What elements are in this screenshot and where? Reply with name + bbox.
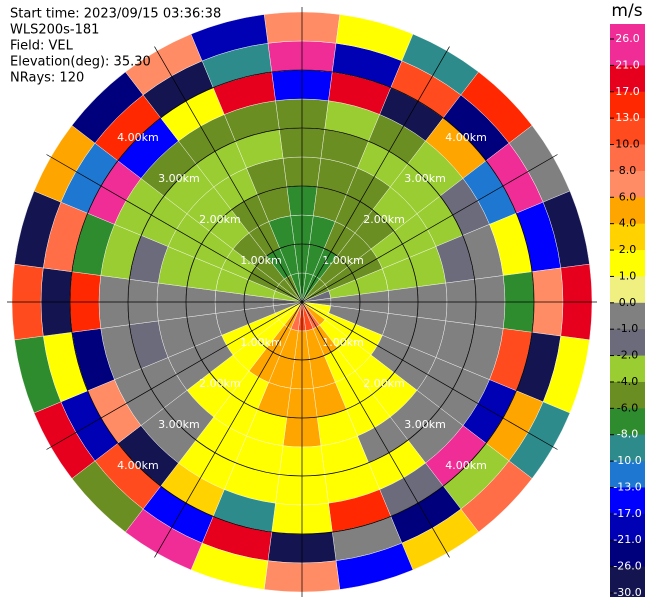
range-ring-label: 1.00km [322, 254, 364, 267]
radial-line [301, 301, 558, 450]
colorbar-label: 21.0 [615, 58, 640, 71]
colorbar-label: -21.0 [613, 533, 641, 546]
colorbar-segment [610, 197, 645, 225]
radial-line [154, 46, 303, 303]
ppi-field [11, 11, 593, 593]
colorbar-cap [610, 593, 645, 597]
colorbar-segment [610, 118, 645, 146]
colorbar-label: 1.0 [619, 269, 637, 282]
range-ring-label: 4.00km [445, 131, 487, 144]
colorbar-label: -13.0 [613, 480, 641, 493]
colorbar-segment [610, 302, 645, 330]
colorbar-segment [610, 65, 645, 93]
colorbar-label: 4.0 [619, 217, 637, 230]
range-ring-label: 2.00km [199, 377, 241, 390]
colorbar: 26.0 21.0 17.0 13.0 10.0 8.0 6.0 4.0 2.0 1.0 0.0 -1… [610, 24, 645, 599]
radial-line [301, 46, 450, 303]
colorbar-segment [610, 170, 645, 198]
colorbar-label: 13.0 [615, 111, 640, 124]
colorbar-label: -10.0 [613, 454, 641, 467]
range-ring-label: 3.00km [158, 172, 200, 185]
colorbar-unit: m/s [611, 1, 642, 21]
colorbar-segment [610, 566, 645, 594]
velocity-cell [190, 14, 269, 62]
colorbar-segment [610, 276, 645, 304]
colorbar-segment [610, 329, 645, 357]
colorbar-segment [610, 144, 645, 172]
range-ring-label: 3.00km [158, 418, 200, 431]
radial-line [154, 301, 303, 558]
colorbar-label: -8.0 [617, 428, 638, 441]
range-ring-label: 3.00km [404, 418, 446, 431]
range-ring-label: 4.00km [117, 459, 159, 472]
header-line: Field: VEL [10, 39, 74, 54]
colorbar-segment [610, 461, 645, 488]
colorbar-cap [610, 24, 645, 39]
colorbar-segment [610, 408, 645, 436]
range-ring-label: 1.00km [240, 254, 282, 267]
colorbar-segment [610, 223, 645, 251]
colorbar-label: -26.0 [613, 560, 641, 573]
range-ring-label: 1.00km [240, 336, 282, 349]
colorbar-label: 10.0 [615, 138, 640, 151]
overlay: 1.00km 1.00km 1.00km 1.00km 2.00km 2.00km 2.00… [7, 7, 597, 597]
range-ring-label: 2.00km [363, 377, 405, 390]
colorbar-segment [610, 487, 645, 515]
colorbar-segment [610, 39, 645, 66]
range-ring-label: 3.00km [404, 172, 446, 185]
colorbar-segment [610, 434, 645, 462]
colorbar-segment [610, 250, 645, 277]
colorbar-label: 2.0 [619, 243, 637, 256]
colorbar-label: -30.0 [613, 586, 641, 599]
range-ring-label: 1.00km [322, 336, 364, 349]
colorbar-label: 8.0 [619, 164, 637, 177]
colorbar-segment [610, 91, 645, 119]
colorbar-segment [610, 540, 645, 568]
radial-line [46, 154, 303, 303]
range-ring-label: 4.00km [445, 459, 487, 472]
header-line: Start time: 2023/09/15 03:36:38 [10, 7, 221, 22]
colorbar-label: -1.0 [617, 322, 638, 335]
header-line: Elevation(deg): 35.30 [10, 55, 151, 70]
header-line: NRays: 120 [10, 71, 84, 86]
radial-line [46, 301, 303, 450]
colorbar-label: -6.0 [617, 401, 638, 414]
colorbar-label: 17.0 [615, 85, 640, 98]
colorbar-segment [610, 355, 645, 383]
colorbar-label: 26.0 [615, 32, 640, 45]
header-line: WLS200s-181 [10, 23, 99, 38]
colorbar-label: -17.0 [613, 507, 641, 520]
radial-line [301, 301, 450, 558]
radial-line [301, 154, 558, 303]
range-ring-label: 4.00km [117, 131, 159, 144]
colorbar-segment [610, 381, 645, 409]
range-ring-label: 2.00km [363, 213, 405, 226]
colorbar-segment [610, 513, 645, 541]
range-ring-label: 2.00km [199, 213, 241, 226]
colorbar-label: -4.0 [617, 375, 638, 388]
colorbar-label: -2.0 [617, 349, 638, 362]
colorbar-label: 6.0 [619, 190, 637, 203]
colorbar-label: 0.0 [619, 296, 637, 309]
